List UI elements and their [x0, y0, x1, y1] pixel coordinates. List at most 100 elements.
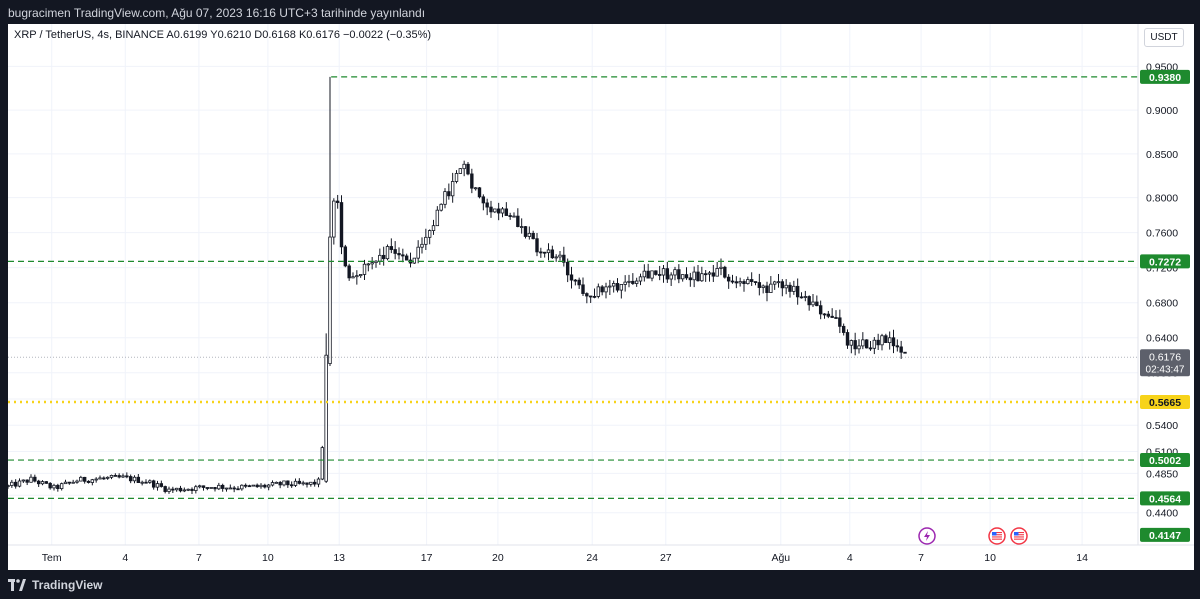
candle-body: [151, 480, 156, 488]
candle-body: [730, 280, 735, 283]
candle-body: [749, 279, 754, 282]
x-tick-label: 17: [421, 552, 433, 564]
candle-body: [857, 345, 861, 350]
candle-body: [381, 254, 386, 260]
candle-body: [891, 337, 896, 347]
candle-body: [447, 191, 451, 197]
candle-body: [197, 485, 202, 488]
candle-body: [884, 335, 888, 344]
x-tick-label: 24: [586, 552, 598, 564]
candle-body: [776, 281, 781, 284]
candle-body: [270, 482, 275, 486]
candle-body: [470, 173, 474, 189]
lightning-glyph: [924, 531, 930, 541]
chart-panel[interactable]: 0.9500 0.9000 0.8500 0.8000 0.7600 0.7200 0.68…: [8, 24, 1194, 570]
candle-body: [604, 286, 608, 293]
candle-body: [562, 254, 566, 263]
candle-body: [274, 481, 279, 484]
candle-body: [167, 488, 171, 492]
candle-body: [834, 317, 838, 319]
currency-button[interactable]: USDT: [1144, 28, 1184, 47]
candle-body: [48, 482, 52, 489]
candle-body: [772, 281, 777, 285]
candle-body: [416, 246, 420, 259]
candle-body: [466, 163, 470, 175]
candle-body: [121, 475, 125, 478]
candle-body: [247, 485, 252, 488]
candle-body: [259, 484, 263, 488]
candle-body: [876, 339, 880, 346]
candle-body: [861, 339, 865, 347]
candle-body: [826, 313, 831, 317]
candle-body: [412, 257, 417, 264]
candle-body: [213, 487, 217, 490]
price-chart[interactable]: 0.95000.90000.85000.80000.76000.72000.68…: [8, 24, 1194, 570]
candle-body: [703, 273, 708, 276]
tradingview-logo-icon: [8, 579, 26, 591]
candle-body: [328, 236, 332, 365]
candle-body: [136, 476, 141, 484]
candle-body: [611, 283, 616, 287]
candle-body: [347, 265, 351, 279]
candle-body: [90, 479, 95, 483]
candle-body: [397, 253, 401, 256]
candle-body: [841, 325, 846, 333]
candle-body: [378, 254, 382, 262]
candle-body: [40, 481, 45, 485]
candle-body: [853, 340, 857, 350]
candle-body: [286, 480, 290, 486]
candle-body: [849, 340, 854, 346]
y-tick-label: 0.4850: [1146, 468, 1178, 480]
level-price-label: 0.5665: [1149, 397, 1181, 409]
candle-body: [305, 482, 309, 485]
candle-body: [573, 279, 578, 282]
event-us-flag-icon[interactable]: [1010, 527, 1028, 545]
y-tick-label: 0.7600: [1146, 228, 1178, 240]
candle-body: [631, 280, 635, 284]
last-price-value: 0.6176: [1149, 351, 1181, 363]
candle-body: [312, 481, 317, 485]
x-tick-label: 13: [333, 552, 345, 564]
candle-body: [899, 346, 903, 353]
candle-body: [481, 196, 486, 204]
level-price-tag: [1140, 254, 1190, 269]
candle-body: [316, 478, 321, 485]
level-price-tag: [1140, 395, 1190, 410]
candle-body: [661, 268, 666, 276]
candle-body: [98, 477, 102, 480]
candle-body: [128, 476, 133, 482]
candle-body: [715, 268, 719, 277]
candle-body: [734, 281, 739, 284]
candle-body: [362, 263, 367, 275]
candle-body: [903, 351, 907, 354]
candle-body: [895, 345, 900, 348]
event-us-flag-icon[interactable]: [988, 527, 1006, 545]
candle-body: [657, 274, 662, 276]
candle-body: [519, 226, 524, 228]
candle-body: [63, 481, 68, 485]
candle-body: [293, 480, 298, 486]
candle-body: [71, 481, 75, 484]
candle-body: [190, 488, 194, 491]
candle-body: [769, 283, 773, 293]
y-tick-label: 0.6400: [1146, 333, 1178, 345]
candle-body: [266, 484, 271, 488]
candle-body: [638, 276, 643, 282]
x-tick-label: 4: [847, 552, 853, 564]
candle-body: [665, 268, 670, 280]
tradingview-logo[interactable]: TradingView: [8, 578, 102, 592]
candle-body: [454, 173, 459, 182]
publish-line: bugracimen TradingView.com, Ağu 07, 2023…: [8, 6, 426, 20]
candle-body: [565, 261, 570, 276]
candle-body: [186, 488, 190, 491]
candle-body: [420, 243, 424, 248]
candle-body: [140, 481, 144, 484]
candle-body: [496, 208, 501, 214]
candle-body: [746, 279, 750, 285]
y-tick-label: 0.9000: [1146, 105, 1178, 117]
candle-body: [435, 209, 440, 227]
candle-body: [105, 476, 110, 479]
candle-body: [818, 305, 823, 315]
candle-body: [255, 484, 259, 488]
candle-body: [868, 347, 873, 350]
